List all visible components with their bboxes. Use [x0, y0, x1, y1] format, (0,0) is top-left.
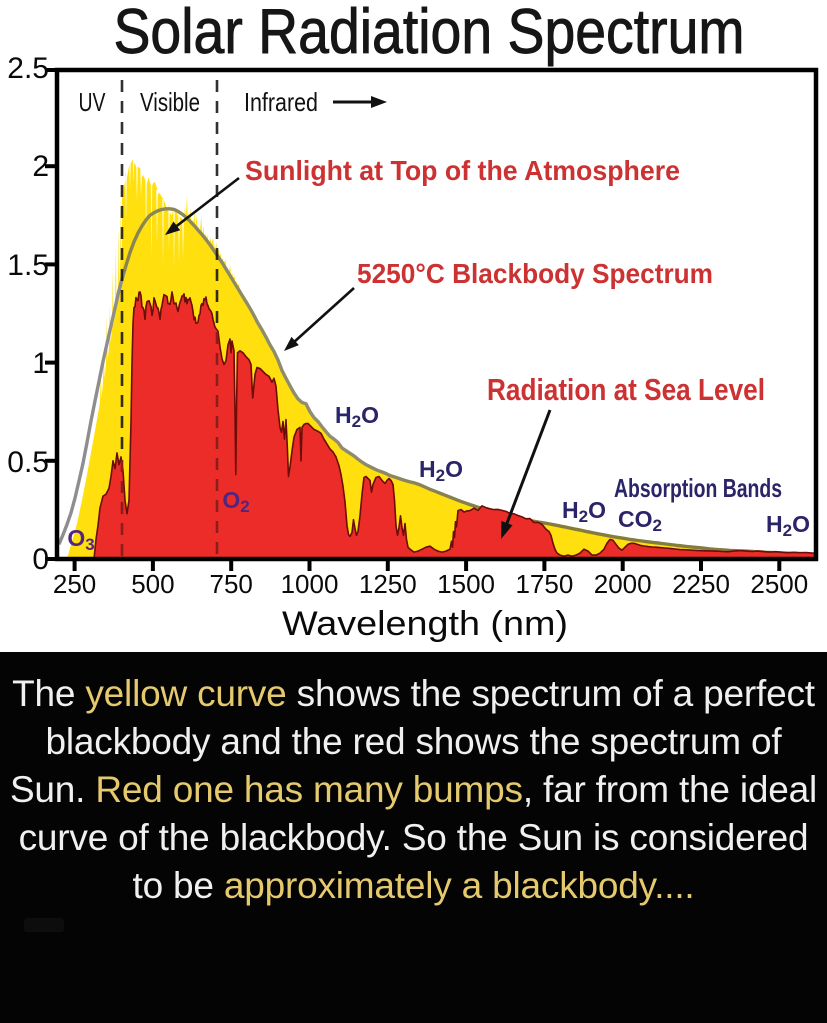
svg-text:1500: 1500: [437, 569, 495, 599]
svg-text:5250°C Blackbody Spectrum: 5250°C Blackbody Spectrum: [357, 258, 713, 289]
svg-text:Visible: Visible: [140, 87, 200, 117]
svg-text:2.5: 2.5: [7, 52, 49, 85]
svg-text:UV: UV: [79, 87, 106, 117]
svg-text:1750: 1750: [515, 569, 573, 599]
svg-text:750: 750: [210, 569, 253, 599]
svg-text:250: 250: [53, 569, 96, 599]
svg-text:Sunlight at Top of the Atmosph: Sunlight at Top of the Atmosphere: [245, 155, 680, 186]
svg-text:2500: 2500: [750, 569, 808, 599]
svg-text:0.5: 0.5: [7, 446, 49, 479]
svg-text:0: 0: [32, 543, 49, 576]
svg-text:Absorption Bands: Absorption Bands: [614, 473, 782, 503]
svg-text:1.5: 1.5: [7, 249, 49, 282]
svg-text:1000: 1000: [281, 569, 339, 599]
svg-text:H2O: H2O: [766, 511, 810, 540]
svg-text:CO2: CO2: [618, 506, 662, 535]
svg-text:1: 1: [32, 347, 49, 380]
svg-text:Solar Radiation Spectrum: Solar Radiation Spectrum: [114, 0, 745, 67]
svg-text:Wavelength (nm): Wavelength (nm): [282, 605, 568, 643]
svg-text:1250: 1250: [359, 569, 417, 599]
svg-text:500: 500: [131, 569, 174, 599]
svg-text:H2O: H2O: [419, 456, 463, 485]
svg-text:2250: 2250: [672, 569, 730, 599]
svg-text:2: 2: [32, 150, 49, 183]
svg-text:H2O: H2O: [562, 497, 606, 526]
svg-text:Infrared: Infrared: [244, 87, 318, 117]
svg-text:2000: 2000: [594, 569, 652, 599]
svg-text:H2O: H2O: [335, 402, 379, 431]
svg-text:Radiation at Sea Level: Radiation at Sea Level: [487, 372, 765, 407]
